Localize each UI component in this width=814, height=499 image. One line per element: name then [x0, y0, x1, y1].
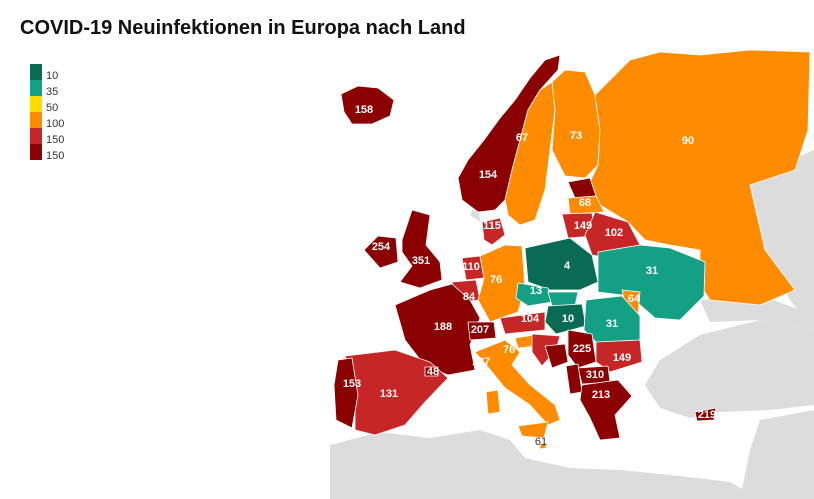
value-label: 64 [628, 293, 641, 305]
legend-swatch [30, 96, 42, 112]
value-label: 4 [564, 260, 571, 272]
value-label: 31 [646, 265, 658, 277]
land-turkey [645, 320, 814, 418]
legend-label: 35 [46, 86, 59, 98]
value-label: 76 [490, 274, 502, 286]
value-label: 61 [535, 436, 547, 448]
country-slovakia [547, 291, 579, 307]
country-serbia [567, 329, 597, 369]
value-label: 254 [372, 241, 391, 253]
country-andorra [424, 366, 439, 377]
value-label: 127 [472, 356, 490, 368]
value-label: 13 [530, 285, 542, 297]
legend-label: 10 [46, 70, 59, 82]
country-italy [474, 339, 561, 426]
value-label: 153 [343, 378, 361, 390]
value-label: 149 [613, 352, 631, 364]
country-poland [524, 237, 599, 291]
country-ukraine [597, 244, 706, 321]
country-uk [399, 209, 443, 289]
country-cyprus [694, 407, 717, 422]
legend-label: 150 [46, 134, 65, 146]
land-caucasus [700, 295, 814, 330]
country-sicily [517, 421, 549, 439]
value-label: 84 [463, 291, 476, 303]
value-label: 73 [570, 130, 582, 142]
country-sardinia [485, 389, 501, 415]
country-portugal [333, 357, 359, 429]
value-label: 188 [434, 321, 452, 333]
country-bulgaria [595, 339, 643, 373]
country-france [394, 283, 481, 376]
value-label: 225 [573, 343, 591, 355]
country-hungary [544, 303, 587, 335]
value-label: 131 [380, 388, 398, 400]
value-label: 310 [586, 369, 604, 381]
country-malta [539, 442, 547, 450]
country-iceland [340, 85, 395, 125]
land-north-africa [330, 430, 760, 499]
legend-swatch [30, 128, 42, 144]
country-austria [499, 311, 546, 335]
legend-swatch [30, 64, 42, 80]
background-land [330, 150, 814, 499]
country-greece [579, 379, 633, 441]
country-finland [551, 69, 601, 179]
value-label: 10 [562, 313, 574, 325]
value-label: 115 [483, 220, 501, 232]
value-label: 102 [605, 227, 623, 239]
value-label: 351 [412, 255, 430, 267]
country-norway [457, 54, 561, 213]
legend-label: 100 [46, 118, 65, 130]
value-label: 104 [521, 313, 540, 325]
value-label: 68 [579, 197, 591, 209]
value-label: 67 [516, 132, 528, 144]
value-label: 76 [503, 344, 515, 356]
legend-swatch [30, 80, 42, 96]
value-label: 48 [427, 366, 439, 378]
value-label: 158 [355, 104, 373, 116]
country-germany [477, 244, 526, 323]
legend-swatch [30, 144, 42, 160]
country-denmark [481, 217, 506, 246]
value-label: 110 [462, 261, 480, 273]
country-czechia [515, 282, 553, 307]
country-latvia [567, 195, 605, 215]
value-label: 213 [592, 389, 610, 401]
map-title: COVID-19 Neuinfektionen in Europa nach L… [20, 17, 466, 39]
value-label: 149 [574, 220, 592, 232]
value-label: 207 [471, 324, 489, 336]
value-label: 219 [698, 409, 716, 421]
legend-label: 50 [46, 102, 59, 114]
legend-swatch [30, 112, 42, 128]
value-label: 90 [682, 135, 694, 147]
land-middle-east [740, 410, 814, 499]
land-asia-north [745, 150, 814, 330]
value-label: 154 [479, 169, 498, 181]
value-label: 31 [606, 318, 618, 330]
country-ireland [363, 235, 399, 269]
legend-label: 150 [46, 150, 65, 162]
country-bosnia [544, 343, 569, 369]
country-switzerland [467, 321, 497, 341]
